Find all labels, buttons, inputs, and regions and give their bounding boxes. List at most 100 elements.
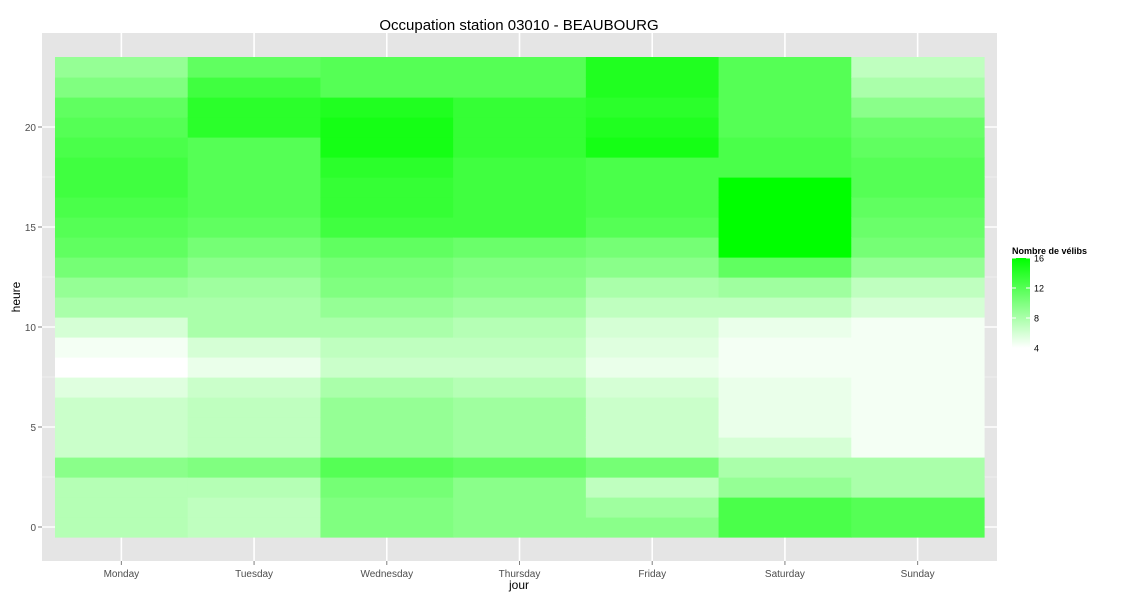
legend-tick-label: 16: [1034, 254, 1044, 264]
heatmap-tile: [187, 437, 322, 458]
heatmap-tile: [187, 417, 322, 438]
heatmap-tile: [585, 457, 720, 478]
heatmap-tile: [718, 497, 852, 518]
x-tick-label: Friday: [638, 569, 666, 580]
y-axis-label: heure: [9, 281, 23, 312]
heatmap-tile: [187, 337, 322, 358]
heatmap-tile: [320, 77, 454, 98]
heatmap-tile: [453, 277, 587, 298]
heatmap-tiles: [55, 57, 985, 538]
heatmap-tile: [187, 57, 322, 78]
heatmap-tile: [718, 257, 852, 278]
heatmap-tile: [453, 157, 587, 178]
y-tick-label: 10: [25, 323, 37, 334]
heatmap-tile: [718, 417, 852, 438]
heatmap-tile: [718, 297, 852, 318]
heatmap-tile: [453, 477, 587, 498]
heatmap-tile: [187, 257, 322, 278]
heatmap-tile: [55, 417, 189, 438]
heatmap-tile: [320, 517, 454, 538]
heatmap-tile: [718, 117, 852, 138]
heatmap-tile: [187, 317, 322, 338]
heatmap-tile: [718, 77, 852, 98]
heatmap-tile: [320, 317, 454, 338]
heatmap-tile: [585, 77, 720, 98]
heatmap-tile: [320, 57, 454, 78]
heatmap-tile: [453, 177, 587, 198]
heatmap-tile: [55, 397, 189, 418]
heatmap-tile: [320, 297, 454, 318]
heatmap-tile: [320, 497, 454, 518]
heatmap-tile: [55, 177, 189, 198]
heatmap-tile: [55, 357, 189, 378]
heatmap-tile: [851, 297, 985, 318]
heatmap-tile: [453, 377, 587, 398]
heatmap-tile: [55, 117, 189, 138]
heatmap-tile: [453, 497, 587, 518]
heatmap-tile: [187, 377, 322, 398]
heatmap-tile: [187, 517, 322, 538]
heatmap-tile: [851, 317, 985, 338]
heatmap-tile: [718, 397, 852, 418]
heatmap-tile: [718, 477, 852, 498]
heatmap-tile: [187, 297, 322, 318]
heatmap-tile: [187, 97, 322, 118]
heatmap-tile: [320, 117, 454, 138]
heatmap-tile: [55, 297, 189, 318]
heatmap-tile: [55, 477, 189, 498]
heatmap-tile: [320, 137, 454, 158]
heatmap-tile: [453, 357, 587, 378]
heatmap-tile: [718, 197, 852, 218]
legend-tick-label: 4: [1034, 344, 1039, 354]
heatmap-tile: [718, 97, 852, 118]
heatmap-tile: [55, 337, 189, 358]
heatmap-tile: [453, 137, 587, 158]
heatmap-tile: [585, 337, 720, 358]
heatmap-tile: [851, 77, 985, 98]
heatmap-tile: [453, 237, 587, 258]
heatmap-tile: [55, 317, 189, 338]
heatmap-tile: [187, 117, 322, 138]
heatmap-tile: [320, 257, 454, 278]
heatmap-tile: [851, 517, 985, 538]
y-axis: 0 5 10 15 20: [25, 123, 42, 534]
heatmap-tile: [453, 57, 587, 78]
heatmap-tile: [187, 197, 322, 218]
heatmap-tile: [851, 417, 985, 438]
heatmap-tile: [851, 477, 985, 498]
heatmap-tile: [55, 77, 189, 98]
heatmap-tile: [585, 257, 720, 278]
heatmap-tile: [55, 237, 189, 258]
legend-colorbar: [1012, 258, 1030, 348]
heatmap-tile: [55, 197, 189, 218]
heatmap-tile: [718, 457, 852, 478]
heatmap-tile: [320, 177, 454, 198]
heatmap-tile: [585, 117, 720, 138]
x-tick-label: Sunday: [901, 569, 935, 580]
heatmap-tile: [55, 377, 189, 398]
y-tick-label: 15: [25, 223, 37, 234]
heatmap-tile: [718, 437, 852, 458]
heatmap-tile: [585, 317, 720, 338]
heatmap-tile: [55, 457, 189, 478]
heatmap-tile: [453, 517, 587, 538]
heatmap-tile: [851, 237, 985, 258]
heatmap-tile: [585, 437, 720, 458]
heatmap-tile: [320, 377, 454, 398]
heatmap-tile: [187, 357, 322, 378]
heatmap-tile: [718, 177, 852, 198]
heatmap-tile: [718, 57, 852, 78]
heatmap-tile: [851, 157, 985, 178]
chart-title: Occupation station 03010 - BEAUBOURG: [379, 17, 658, 34]
heatmap-tile: [55, 497, 189, 518]
heatmap-tile: [718, 377, 852, 398]
heatmap-tile: [187, 217, 322, 238]
heatmap-tile: [55, 217, 189, 238]
heatmap-tile: [320, 417, 454, 438]
heatmap-tile: [187, 177, 322, 198]
heatmap-tile: [187, 477, 322, 498]
heatmap-tile: [718, 357, 852, 378]
heatmap-tile: [453, 337, 587, 358]
heatmap-tile: [320, 397, 454, 418]
